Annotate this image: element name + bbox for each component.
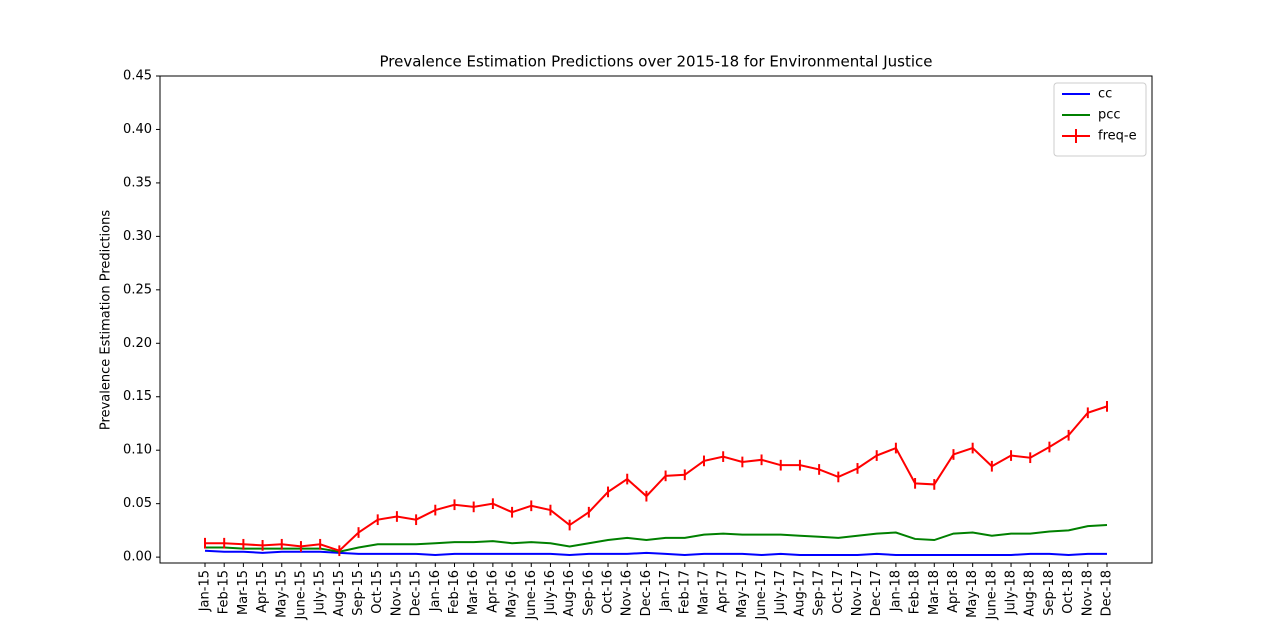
y-tick-label: 0.25 xyxy=(123,282,152,297)
x-tick-label: Aug-17 xyxy=(792,570,807,617)
x-tick-label: Feb-17 xyxy=(677,570,692,614)
x-tick-label: Apr-18 xyxy=(946,570,961,613)
x-tick-label: Jan-16 xyxy=(428,570,443,612)
x-tick-label: Oct-15 xyxy=(370,570,385,614)
x-tick-label: Mar-15 xyxy=(236,570,251,615)
x-tick-label: Jan-17 xyxy=(658,570,673,612)
x-tick-label: Sep-15 xyxy=(351,570,366,616)
x-tick-label: Sep-18 xyxy=(1042,570,1057,616)
x-tick-label: Nov-16 xyxy=(620,570,635,616)
y-tick-label: 0.20 xyxy=(123,336,152,351)
x-tick-label: Sep-17 xyxy=(812,570,827,616)
x-tick-label: Sep-16 xyxy=(581,570,596,616)
x-tick-label: July-17 xyxy=(773,570,788,615)
x-tick-label: Oct-18 xyxy=(1061,570,1076,614)
x-tick-label: Dec-16 xyxy=(639,570,654,616)
x-tick-label: Dec-17 xyxy=(869,570,884,616)
x-tick-label: July-18 xyxy=(1004,570,1019,615)
x-tick-label: May-17 xyxy=(735,570,750,618)
legend-label: cc xyxy=(1098,87,1112,102)
x-tick-label: May-18 xyxy=(965,570,980,618)
x-tick-label: Feb-16 xyxy=(447,570,462,614)
x-tick-label: Dec-18 xyxy=(1100,570,1115,616)
y-tick-label: 0.10 xyxy=(123,443,152,458)
x-tick-label: Nov-18 xyxy=(1080,570,1095,616)
x-tick-label: Feb-18 xyxy=(908,570,923,614)
chart-title: Prevalence Estimation Predictions over 2… xyxy=(379,53,932,71)
x-tick-label: Nov-15 xyxy=(389,570,404,616)
x-tick-label: Aug-15 xyxy=(332,570,347,617)
x-tick-label: Oct-16 xyxy=(601,570,616,614)
series-line xyxy=(205,405,1108,552)
y-tick-label: 0.35 xyxy=(123,175,152,190)
y-tick-label: 0.30 xyxy=(123,229,152,244)
x-tick-label: Aug-16 xyxy=(562,570,577,617)
legend-label: freq-e xyxy=(1098,129,1137,144)
x-tick-label: Feb-15 xyxy=(217,570,232,614)
y-tick-label: 0.40 xyxy=(123,122,152,137)
x-tick-label: July-16 xyxy=(543,570,558,615)
x-tick-label: July-15 xyxy=(313,570,328,615)
x-tick-label: Apr-15 xyxy=(255,570,270,613)
x-tick-label: May-15 xyxy=(274,570,289,618)
plot-frame xyxy=(159,75,1153,564)
series-line xyxy=(205,524,1108,553)
x-tick-label: Aug-18 xyxy=(1023,570,1038,617)
y-tick-label: 0.00 xyxy=(123,550,152,565)
x-tick-label: Mar-18 xyxy=(927,570,942,615)
x-tick-label: May-16 xyxy=(505,570,520,618)
x-tick-label: June-15 xyxy=(293,570,308,621)
x-tick-label: Nov-17 xyxy=(850,570,865,616)
y-axis-label: Prevalence Estimation Predictions xyxy=(99,210,114,430)
x-tick-label: Jan-15 xyxy=(198,570,213,612)
legend-label: pcc xyxy=(1098,108,1121,123)
x-tick-label: Dec-15 xyxy=(409,570,424,616)
series-line xyxy=(204,549,1107,556)
y-tick-label: 0.05 xyxy=(123,496,152,511)
y-tick-label: 0.15 xyxy=(123,389,152,404)
y-tick-label: 0.45 xyxy=(123,69,152,84)
x-tick-label: Mar-17 xyxy=(696,570,711,615)
x-tick-label: Mar-16 xyxy=(466,570,481,615)
x-tick-label: Oct-17 xyxy=(831,570,846,614)
x-tick-label: June-16 xyxy=(524,570,539,621)
x-tick-label: June-17 xyxy=(754,570,769,621)
x-tick-label: Apr-17 xyxy=(716,570,731,613)
x-tick-label: Jan-18 xyxy=(888,570,903,612)
x-tick-label: June-18 xyxy=(984,570,999,621)
x-tick-label: Apr-16 xyxy=(485,570,500,613)
